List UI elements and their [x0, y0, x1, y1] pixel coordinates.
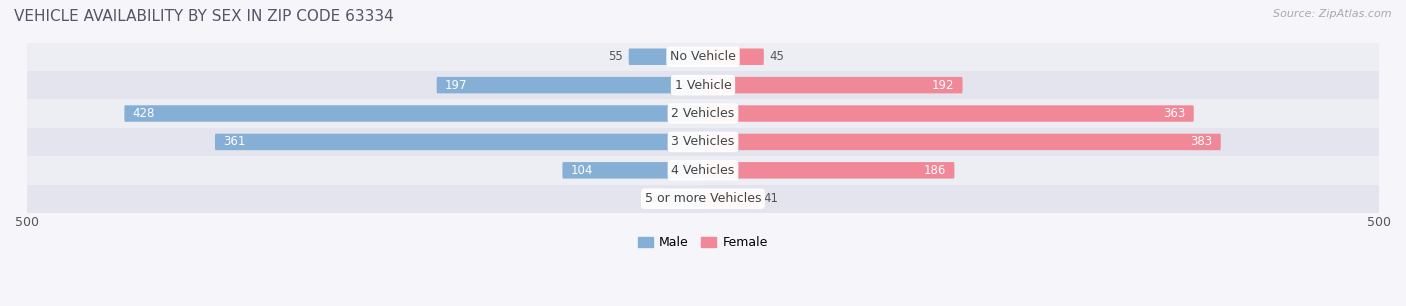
Text: 3 Vehicles: 3 Vehicles	[672, 136, 734, 148]
Legend: Male, Female: Male, Female	[633, 231, 773, 254]
Text: Source: ZipAtlas.com: Source: ZipAtlas.com	[1274, 9, 1392, 19]
Bar	[27, 156, 1379, 185]
FancyBboxPatch shape	[703, 162, 955, 179]
Text: VEHICLE AVAILABILITY BY SEX IN ZIP CODE 63334: VEHICLE AVAILABILITY BY SEX IN ZIP CODE …	[14, 9, 394, 24]
FancyBboxPatch shape	[628, 49, 703, 65]
Text: 186: 186	[924, 164, 946, 177]
Bar	[27, 99, 1379, 128]
Text: 383: 383	[1191, 136, 1213, 148]
FancyBboxPatch shape	[703, 190, 758, 207]
Text: 1 Vehicle: 1 Vehicle	[675, 79, 731, 91]
FancyBboxPatch shape	[703, 105, 1194, 122]
Bar	[27, 128, 1379, 156]
Bar	[27, 185, 1379, 213]
FancyBboxPatch shape	[562, 162, 703, 179]
Text: 2 Vehicles: 2 Vehicles	[672, 107, 734, 120]
Text: 104: 104	[571, 164, 593, 177]
Text: 41: 41	[763, 192, 779, 205]
Text: 45: 45	[769, 50, 785, 63]
FancyBboxPatch shape	[703, 77, 963, 93]
Text: 192: 192	[932, 79, 955, 91]
Text: 5 or more Vehicles: 5 or more Vehicles	[645, 192, 761, 205]
Text: 361: 361	[224, 136, 246, 148]
Text: 4 Vehicles: 4 Vehicles	[672, 164, 734, 177]
FancyBboxPatch shape	[437, 77, 703, 93]
FancyBboxPatch shape	[215, 134, 703, 150]
FancyBboxPatch shape	[664, 190, 703, 207]
Bar	[27, 71, 1379, 99]
Text: 428: 428	[132, 107, 155, 120]
Text: 197: 197	[444, 79, 467, 91]
Bar	[27, 43, 1379, 71]
Text: 363: 363	[1163, 107, 1185, 120]
FancyBboxPatch shape	[703, 134, 1220, 150]
Text: No Vehicle: No Vehicle	[671, 50, 735, 63]
Text: 29: 29	[644, 192, 658, 205]
FancyBboxPatch shape	[124, 105, 703, 122]
FancyBboxPatch shape	[703, 49, 763, 65]
Text: 55: 55	[609, 50, 623, 63]
